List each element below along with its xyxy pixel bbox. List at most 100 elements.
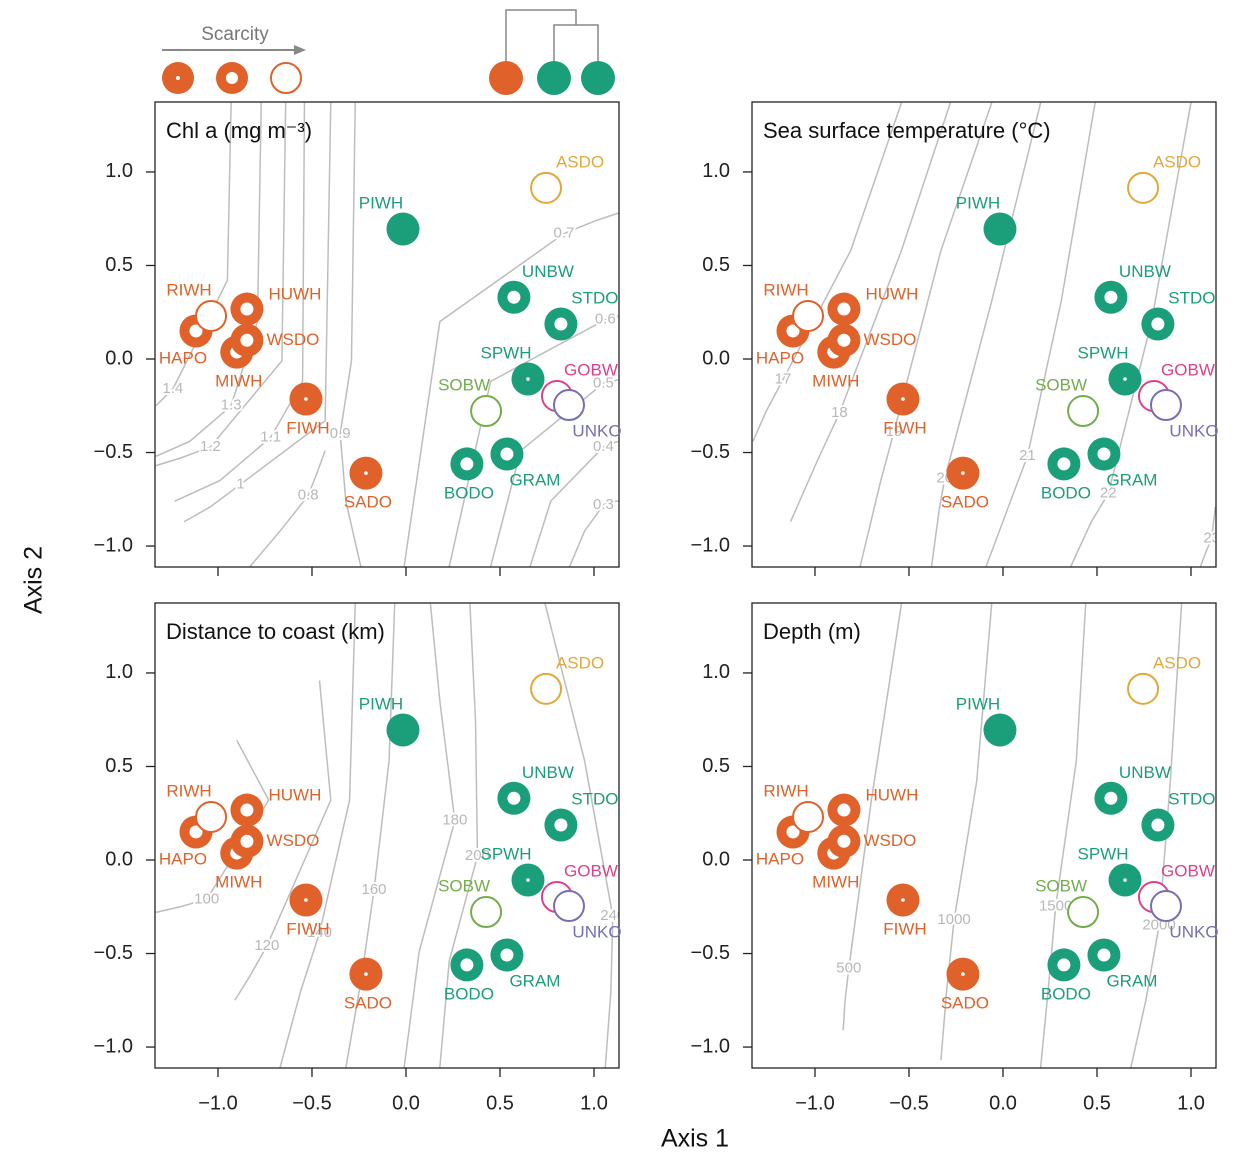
point bbox=[552, 389, 585, 422]
point-label: STDO bbox=[571, 790, 618, 809]
point-hole bbox=[901, 898, 905, 902]
point bbox=[1067, 395, 1100, 428]
point bbox=[1149, 890, 1182, 923]
panel-title: Distance to coast (km) bbox=[166, 619, 385, 644]
point bbox=[1127, 672, 1160, 705]
point-label: MIWH bbox=[812, 372, 859, 391]
point bbox=[530, 171, 563, 204]
legend-symbol bbox=[226, 72, 238, 84]
point-hole bbox=[460, 457, 474, 471]
contour-label: 140 bbox=[307, 924, 332, 941]
point-hole bbox=[526, 377, 530, 381]
point-hole bbox=[507, 791, 521, 805]
point-hole bbox=[526, 878, 530, 882]
point-hole bbox=[1151, 818, 1165, 832]
y-tick-label: 0.5 bbox=[105, 254, 133, 276]
point-hole bbox=[240, 333, 254, 347]
contour-line bbox=[985, 102, 1096, 567]
contour-line bbox=[448, 315, 619, 567]
panel-title: Depth (m) bbox=[763, 619, 861, 644]
contour-line bbox=[249, 450, 326, 567]
contour-line bbox=[529, 440, 619, 567]
point-label: FIWH bbox=[883, 419, 926, 438]
contour-line bbox=[859, 102, 993, 567]
point bbox=[792, 299, 825, 332]
y-tick-label: 0.0 bbox=[702, 347, 730, 369]
point-label: RIWH bbox=[763, 781, 808, 800]
point-hole bbox=[507, 290, 521, 304]
point-hole bbox=[961, 471, 965, 475]
point-label: SADO bbox=[941, 493, 989, 512]
contour-label: 0.4 bbox=[593, 438, 614, 455]
panel: 100 120 140 160 180 200 240 −1.0 −0.5 0.0 0.5 1.0 1.… bbox=[94, 602, 622, 1114]
point-label: WSDO bbox=[266, 330, 319, 349]
contour-label: 0.8 bbox=[298, 487, 319, 504]
point-label: STDO bbox=[1168, 790, 1215, 809]
plot-frame bbox=[154, 101, 620, 568]
point-label: FIWH bbox=[286, 419, 329, 438]
x-tick-label: 0.5 bbox=[486, 1092, 514, 1114]
point-label: GRAM bbox=[509, 471, 560, 490]
point-label: GOBW bbox=[564, 862, 618, 881]
point-label: SADO bbox=[941, 994, 989, 1013]
panel: 1.4 1.3 1.2 1.1 1 0.9 0.8 0.7 0.6 0.5 0.4 0.3 1.0 0.5… bbox=[94, 101, 622, 576]
point-label: GRAM bbox=[509, 972, 560, 991]
contour-line bbox=[789, 102, 952, 523]
y-tick-label: 0.5 bbox=[105, 755, 133, 777]
point-hole bbox=[1151, 317, 1165, 331]
point-label: ASDO bbox=[1153, 653, 1201, 672]
point-label: PIWH bbox=[956, 694, 1000, 713]
legend-symbol bbox=[270, 62, 302, 94]
point-hole bbox=[1057, 457, 1071, 471]
point-label: WSDO bbox=[863, 330, 916, 349]
point-hole bbox=[837, 803, 851, 817]
point-label: FIWH bbox=[883, 920, 926, 939]
point-label: FIWH bbox=[286, 920, 329, 939]
point-hole bbox=[837, 333, 851, 347]
point-label: UNKO bbox=[1169, 422, 1218, 441]
contour-label: 0.3 bbox=[593, 496, 614, 513]
point bbox=[386, 212, 420, 246]
point-label: BODO bbox=[1041, 984, 1091, 1003]
point-label: UNKO bbox=[572, 923, 621, 942]
point-label: PIWH bbox=[359, 694, 403, 713]
contour-line bbox=[279, 603, 356, 1068]
point-label: GOBW bbox=[1161, 862, 1215, 881]
contour-label: 19 bbox=[886, 423, 903, 440]
y-tick-label: 1.0 bbox=[105, 661, 133, 683]
point-hole bbox=[1097, 948, 1111, 962]
y-tick-label: 1.0 bbox=[105, 160, 133, 182]
x-tick-label: 0.0 bbox=[392, 1092, 420, 1114]
point-hole bbox=[189, 324, 203, 338]
y-tick-label: 1.0 bbox=[702, 160, 730, 182]
y-tick-label: −1.0 bbox=[691, 534, 730, 556]
contour-label: 160 bbox=[362, 881, 387, 898]
contour-label: 1.1 bbox=[260, 429, 281, 446]
point-label: HAPO bbox=[159, 348, 207, 367]
contour-label: 1500 bbox=[1039, 898, 1072, 915]
y-tick-label: −0.5 bbox=[94, 441, 133, 463]
contour-line bbox=[183, 102, 332, 523]
point-hole bbox=[554, 818, 568, 832]
y-tick-label: −1.0 bbox=[94, 1035, 133, 1057]
point-hole bbox=[837, 302, 851, 316]
x-tick-label: −1.0 bbox=[198, 1092, 237, 1114]
point-hole bbox=[364, 972, 368, 976]
contour-line bbox=[1130, 603, 1183, 1068]
point-label: HUWH bbox=[865, 285, 918, 304]
point-hole bbox=[554, 317, 568, 331]
point-label: HUWH bbox=[268, 786, 321, 805]
contour-line bbox=[345, 603, 396, 1068]
scarcity-legend: Scarcity bbox=[162, 24, 306, 94]
y-tick-label: −1.0 bbox=[94, 534, 133, 556]
point-label: RIWH bbox=[166, 280, 211, 299]
point bbox=[530, 672, 563, 705]
y-tick-label: 0.0 bbox=[105, 347, 133, 369]
point-label: UNBW bbox=[522, 763, 574, 782]
point-label: BODO bbox=[1041, 483, 1091, 502]
point-label: SOBW bbox=[438, 375, 490, 394]
point bbox=[792, 800, 825, 833]
legend-arrowhead bbox=[294, 45, 306, 55]
dendrogram-branch bbox=[553, 24, 599, 62]
